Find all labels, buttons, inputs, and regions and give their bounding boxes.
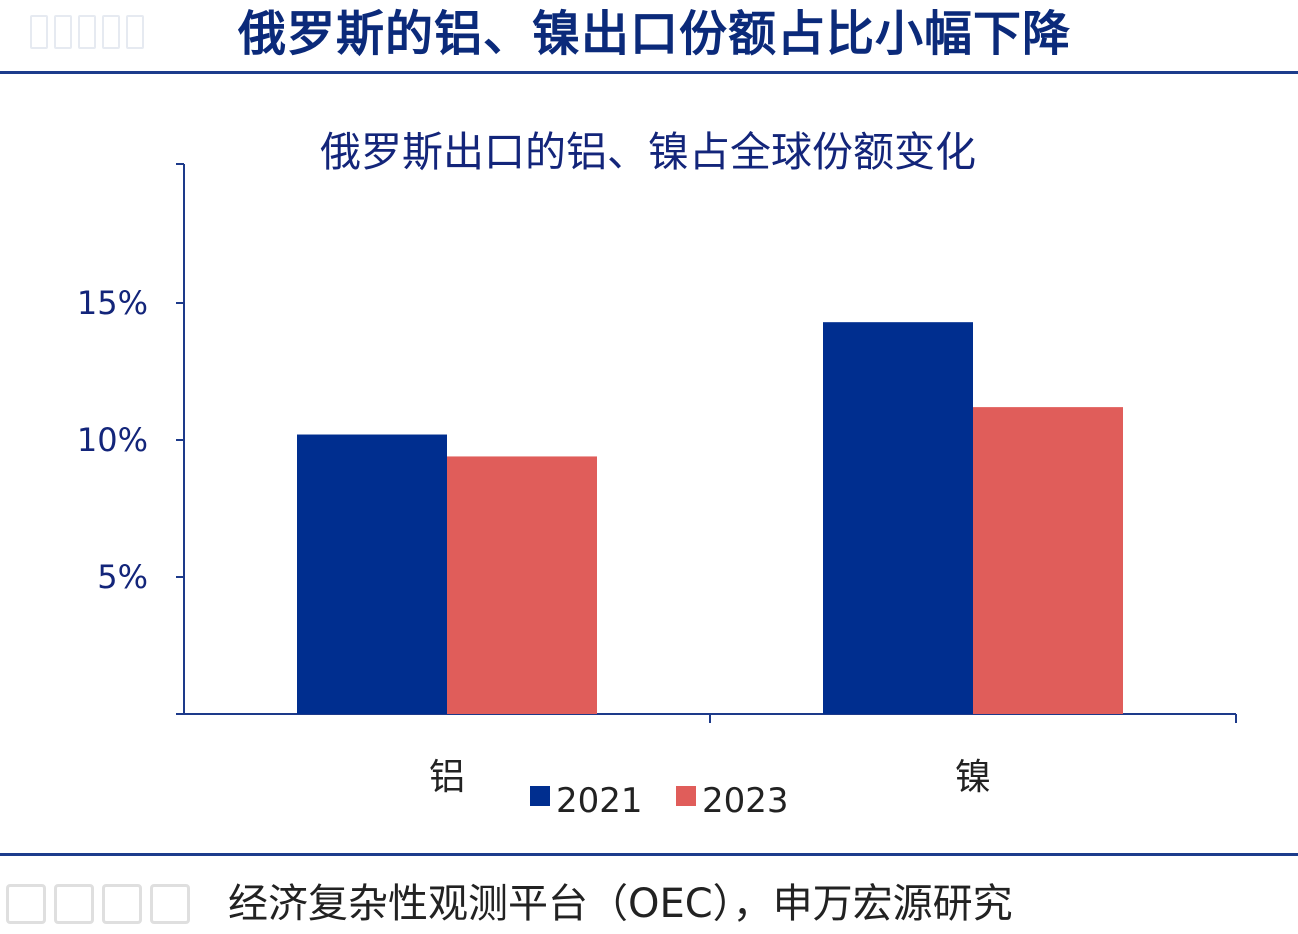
y-tick-label: 10% bbox=[77, 421, 148, 459]
footer-watermark bbox=[6, 878, 196, 930]
source-note: 经济复杂性观测平台（OEC），申万宏源研究 bbox=[228, 881, 1013, 927]
bar-chart: 俄罗斯出口的铝、镍占全球份额变化 5% 10% 15% 铝 镍 2021 2023 bbox=[77, 128, 1237, 821]
header-divider bbox=[0, 71, 1298, 74]
legend-swatch-2021 bbox=[530, 786, 550, 806]
slide-title: 俄罗斯的铝、镍出口份额占比小幅下降 bbox=[238, 6, 1072, 62]
bar-2023-nickel bbox=[973, 407, 1123, 714]
bar-2021-aluminum bbox=[297, 434, 447, 714]
bar-2023-aluminum bbox=[447, 456, 597, 714]
legend-swatch-2023 bbox=[676, 786, 696, 806]
logo-watermark bbox=[30, 10, 170, 54]
chart-title: 俄罗斯出口的铝、镍占全球份额变化 bbox=[320, 128, 976, 176]
slide-header: 俄罗斯的铝、镍出口份额占比小幅下降 bbox=[0, 0, 1298, 72]
legend-label: 2023 bbox=[702, 781, 789, 821]
y-tick-label: 5% bbox=[97, 558, 148, 596]
x-category-label: 镍 bbox=[955, 757, 991, 798]
legend-label: 2021 bbox=[556, 781, 643, 821]
x-category-label: 铝 bbox=[429, 757, 465, 798]
y-tick-label: 15% bbox=[77, 284, 148, 322]
footer-divider bbox=[0, 853, 1298, 856]
bar-2021-nickel bbox=[823, 322, 973, 714]
